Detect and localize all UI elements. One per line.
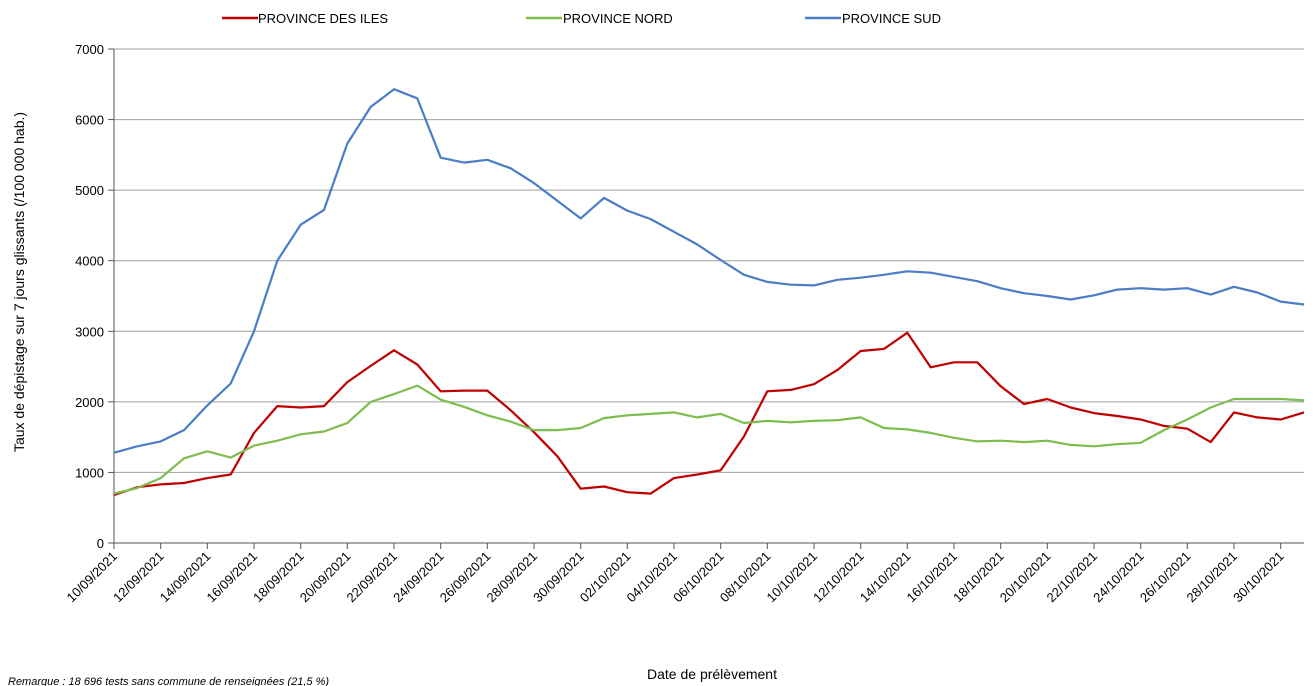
legend-item-province-des-iles: PROVINCE DES ILES (222, 11, 388, 26)
remark-note: Remarque : 18 696 tests sans commune de … (8, 676, 329, 686)
legend: PROVINCE DES ILES PROVINCE NORD PROVINCE… (222, 11, 941, 26)
x-axis: 10/09/202112/09/202114/09/202116/09/2021… (63, 543, 1287, 606)
y-tick-label-4000: 4000 (75, 254, 104, 269)
legend-item-province-nord: PROVINCE NORD (526, 11, 673, 26)
y-tick-label-3000: 3000 (75, 324, 104, 339)
plot-series (113, 88, 1305, 497)
legend-label-province-sud: PROVINCE SUD (842, 11, 941, 26)
y-axis-title: Taux de dépistage sur 7 jours glissants … (11, 112, 27, 452)
legend-item-province-sud: PROVINCE SUD (805, 11, 941, 26)
y-tick-label-1000: 1000 (75, 465, 104, 480)
y-tick-label-5000: 5000 (75, 183, 104, 198)
x-axis-title: Date de prélèvement (647, 666, 777, 682)
gridlines (114, 48, 1304, 544)
y-axis: 0 1000 2000 3000 4000 5000 6000 7000 (75, 42, 115, 551)
series-line-province-sud (113, 88, 1305, 454)
y-tick-label-6000: 6000 (75, 113, 104, 128)
y-tick-label-2000: 2000 (75, 395, 104, 410)
legend-label-province-des-iles: PROVINCE DES ILES (258, 11, 388, 26)
y-tick-label-0: 0 (97, 536, 104, 551)
y-tick-label-7000: 7000 (75, 42, 104, 57)
x-tick-label-25: 30/10/2021 (1230, 549, 1287, 606)
legend-label-province-nord: PROVINCE NORD (563, 11, 673, 26)
series-line-province-nord (113, 384, 1305, 495)
series-line-province-des-iles (113, 331, 1305, 497)
